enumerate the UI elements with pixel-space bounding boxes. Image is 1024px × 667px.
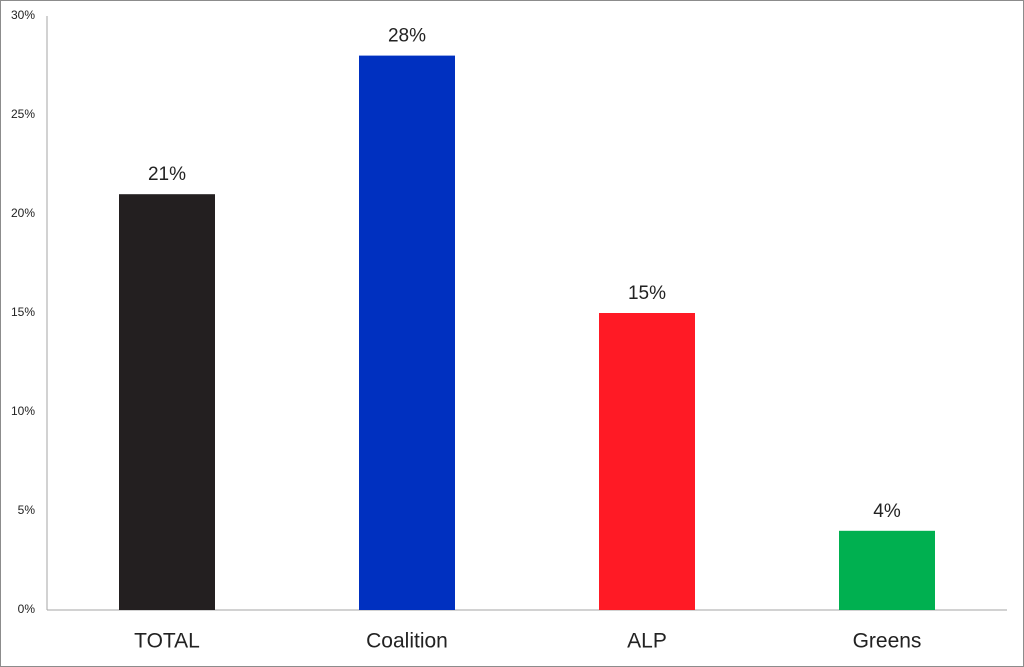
x-tick-label: ALP xyxy=(627,630,667,653)
x-tick-label: Coalition xyxy=(366,630,448,653)
value-label: 4% xyxy=(873,501,901,522)
x-tick-label: Greens xyxy=(853,630,922,653)
y-tick-label: 30% xyxy=(11,8,35,22)
y-tick-label: 5% xyxy=(18,503,36,517)
value-label: 15% xyxy=(628,283,666,304)
y-tick-label: 25% xyxy=(11,107,35,121)
bar xyxy=(119,194,215,610)
x-tick-label: TOTAL xyxy=(134,630,200,653)
bar xyxy=(359,55,455,611)
bar xyxy=(599,313,695,610)
y-tick-label: 0% xyxy=(18,602,36,616)
y-tick-label: 15% xyxy=(11,305,35,319)
bar xyxy=(839,530,935,610)
value-label: 28% xyxy=(388,26,426,47)
y-tick-label: 20% xyxy=(11,206,35,220)
value-label: 21% xyxy=(148,164,186,185)
y-tick-label: 10% xyxy=(11,404,35,418)
